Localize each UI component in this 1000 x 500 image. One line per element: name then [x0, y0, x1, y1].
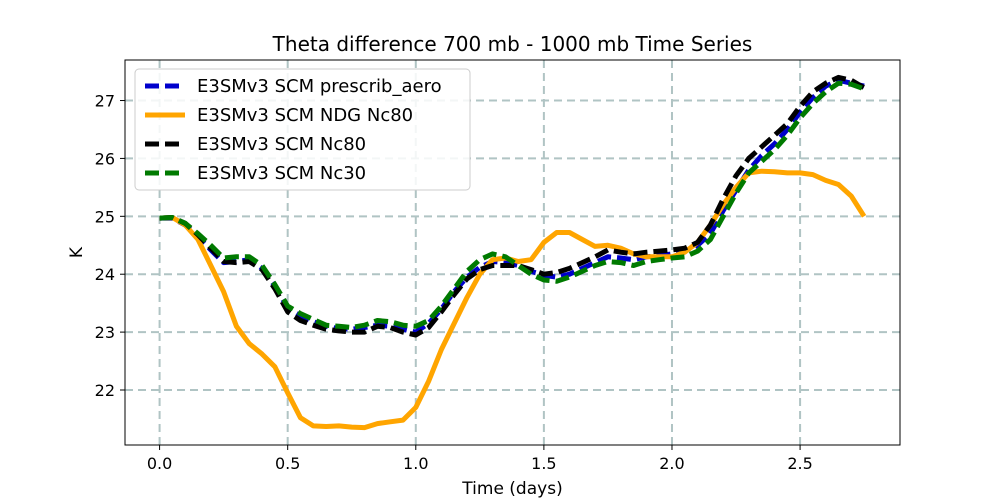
- plot-area: [159, 74, 867, 431]
- y-tick-label: 25: [95, 207, 115, 226]
- x-tick-label: 2.5: [787, 454, 812, 473]
- axes-frame: [124, 59, 901, 446]
- y-axis-label: K: [67, 246, 87, 258]
- legend-label-3: E3SMv3 SCM Nc80: [197, 134, 366, 155]
- x-tick-label: 0.5: [275, 454, 300, 473]
- x-tick-label: 1.5: [531, 454, 556, 473]
- legend: E3SMv3 SCM prescrib_aero E3SMv3 SCM NDG N…: [134, 68, 471, 191]
- x-axis-label: Time (days): [461, 479, 562, 499]
- x-axis: 0.0 0.5 1.0 1.5 2.0 2.5: [147, 445, 813, 473]
- x-tick-label: 0.0: [147, 454, 172, 473]
- y-axis: 22 23 24 25 26 27: [95, 92, 125, 400]
- y-tick-label: 27: [95, 92, 115, 111]
- legend-box: [134, 68, 471, 191]
- series-line-4: [159, 80, 865, 330]
- y-tick-label: 23: [95, 323, 115, 342]
- legend-label-1: E3SMv3 SCM prescrib_aero: [197, 76, 442, 97]
- x-tick-label: 1.0: [403, 454, 428, 473]
- y-tick-label: 26: [95, 149, 115, 168]
- legend-label-2: E3SMv3 SCM NDG Nc80: [197, 105, 413, 126]
- x-tick-label: 2.0: [659, 454, 684, 473]
- legend-label-4: E3SMv3 SCM Nc30: [197, 163, 366, 184]
- y-tick-label: 22: [95, 381, 115, 400]
- y-tick-label: 24: [95, 265, 115, 284]
- chart-title: Theta difference 700 mb - 1000 mb Time S…: [272, 32, 753, 56]
